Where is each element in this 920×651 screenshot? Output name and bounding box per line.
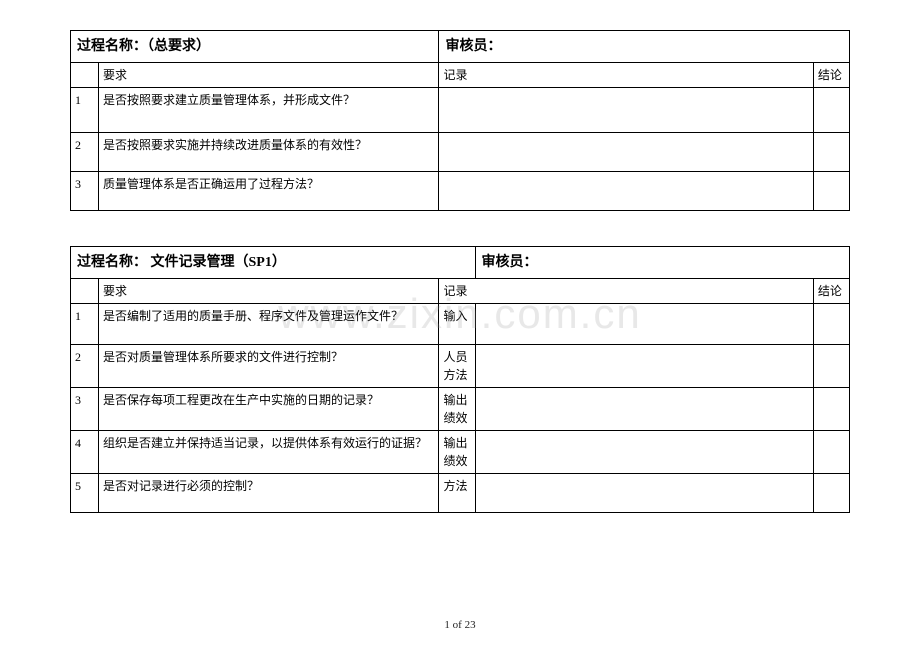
audit-table-general: 过程名称：（总要求） 审核员： 要求 记录 结论 1 是否按照要求建立质量管理体… (70, 30, 850, 211)
t2-r1-num: 1 (71, 304, 99, 345)
t2-col-record: 记录 (439, 279, 813, 304)
t1-r3-num: 3 (71, 172, 99, 211)
audit-table-sp1: 过程名称： 文件记录管理（SP1） 审核员： 要求 记录 结论 1 是否编制了适… (70, 246, 850, 513)
t2-header-left: 过程名称： 文件记录管理（SP1） (71, 247, 476, 279)
t1-r3-req: 质量管理体系是否正确运用了过程方法？ (99, 172, 439, 211)
page-footer: 1 of 23 (0, 619, 920, 631)
t1-r1-num: 1 (71, 88, 99, 133)
t1-col-blank (71, 63, 99, 88)
t1-col-record: 记录 (439, 63, 813, 88)
t2-r4-num: 4 (71, 431, 99, 474)
t1-r2-req: 是否按照要求实施并持续改进质量体系的有效性？ (99, 133, 439, 172)
t1-header-right-label: 审核员： (445, 39, 501, 54)
t2-r5-req: 是否对记录进行必须的控制？ (99, 474, 439, 513)
t2-r4-req: 组织是否建立并保持适当记录，以提供体系有效运行的证据？ (99, 431, 439, 474)
t2-r2-conc (813, 345, 849, 388)
t2-r4-conc (813, 431, 849, 474)
t2-r1-tag: 输入 (439, 304, 475, 345)
t2-header-right: 审核员： (475, 247, 849, 279)
t1-r1-req: 是否按照要求建立质量管理体系，并形成文件？ (99, 88, 439, 133)
t2-col-req: 要求 (99, 279, 439, 304)
t2-header-left-value: 文件记录管理（SP1） (147, 255, 286, 270)
t2-r1-req: 是否编制了适用的质量手册、程序文件及管理运作文件？ (99, 304, 439, 345)
t1-r3-record (439, 172, 813, 211)
t1-r2-record (439, 133, 813, 172)
t2-r3-tag: 输出绩效 (439, 388, 475, 431)
t2-r2-record (475, 345, 813, 388)
t2-r1-conc (813, 304, 849, 345)
t2-r5-tag: 方法 (439, 474, 475, 513)
t2-col-conclusion: 结论 (813, 279, 849, 304)
t1-col-conclusion: 结论 (813, 63, 849, 88)
t1-header-left-value: （总要求） (147, 39, 210, 54)
t2-r3-record (475, 388, 813, 431)
t1-r3-conc (813, 172, 849, 211)
t2-r4-record (475, 431, 813, 474)
t2-r2-num: 2 (71, 345, 99, 388)
t2-r3-num: 3 (71, 388, 99, 431)
t2-r2-tag: 人员方法 (439, 345, 475, 388)
t1-r1-conc (813, 88, 849, 133)
t1-r1-record (439, 88, 813, 133)
t1-header-right: 审核员： (439, 31, 850, 63)
t2-header-left-label: 过程名称： (77, 255, 147, 270)
t2-r3-conc (813, 388, 849, 431)
t1-header-left: 过程名称：（总要求） (71, 31, 439, 63)
t2-r5-record (475, 474, 813, 513)
t2-r1-record (475, 304, 813, 345)
t2-r2-req: 是否对质量管理体系所要求的文件进行控制？ (99, 345, 439, 388)
t1-col-req: 要求 (99, 63, 439, 88)
t1-r2-conc (813, 133, 849, 172)
t2-r5-conc (813, 474, 849, 513)
t1-header-left-label: 过程名称： (77, 39, 147, 54)
t2-r4-tag: 输出绩效 (439, 431, 475, 474)
t2-col-blank (71, 279, 99, 304)
t2-r3-req: 是否保存每项工程更改在生产中实施的日期的记录？ (99, 388, 439, 431)
t1-r2-num: 2 (71, 133, 99, 172)
t2-r5-num: 5 (71, 474, 99, 513)
t2-header-right-label: 审核员： (482, 255, 538, 270)
